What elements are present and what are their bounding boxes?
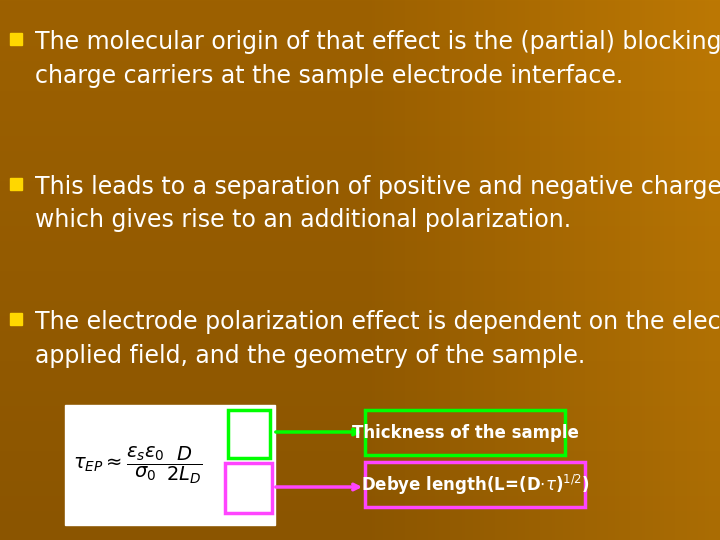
Text: The electrode polarization effect is dependent on the electric
applied field, an: The electrode polarization effect is dep… — [35, 310, 720, 368]
Text: $\tau_{EP} \approx \dfrac{\varepsilon_s\varepsilon_0}{\sigma_0}\dfrac{D}{2L_D}$: $\tau_{EP} \approx \dfrac{\varepsilon_s\… — [73, 444, 203, 486]
Text: Thickness of the sample: Thickness of the sample — [351, 423, 578, 442]
Bar — [10, 178, 22, 190]
Bar — [365, 462, 585, 507]
Bar — [228, 410, 270, 458]
Text: This leads to a separation of positive and negative charges
which gives rise to : This leads to a separation of positive a… — [35, 175, 720, 233]
Text: The molecular origin of that effect is the (partial) blocking of
charge carriers: The molecular origin of that effect is t… — [35, 30, 720, 87]
Bar — [225, 463, 272, 513]
Bar — [10, 313, 22, 325]
Bar — [365, 410, 565, 455]
Bar — [10, 33, 22, 45]
Bar — [65, 405, 275, 525]
Text: Debye length(L=(D$\cdot\tau$)$^{1/2}$): Debye length(L=(D$\cdot\tau$)$^{1/2}$) — [361, 472, 590, 497]
